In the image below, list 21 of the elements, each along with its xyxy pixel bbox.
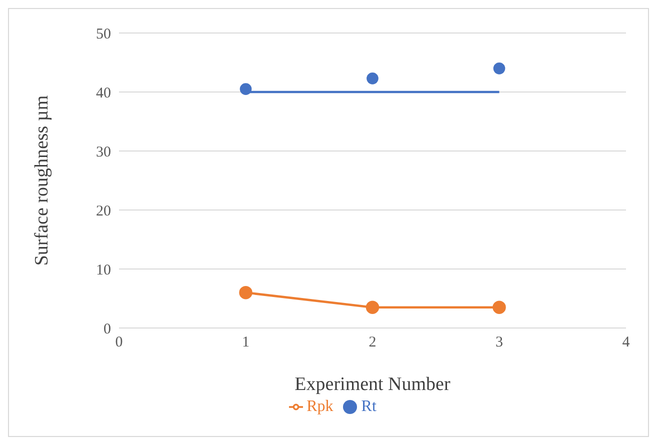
y-tick-label: 10: [96, 262, 111, 278]
x-tick-label: 4: [622, 334, 630, 351]
y-tick-label: 0: [104, 321, 111, 338]
point: [492, 300, 506, 314]
x-tick-label: 0: [115, 334, 123, 351]
legend-label: Rt: [361, 398, 376, 415]
point: [239, 286, 252, 300]
y-tick-label: 50: [96, 26, 111, 42]
y-tick-label: 20: [96, 203, 111, 220]
x-axis-title: Experiment Number: [294, 374, 451, 395]
x-tick-label: 3: [496, 334, 503, 351]
y-tick-label: 40: [96, 85, 111, 102]
point: [366, 300, 380, 314]
point: [493, 62, 506, 74]
x-tick-label: 1: [242, 334, 250, 351]
point: [366, 72, 378, 84]
point: [240, 83, 252, 95]
legend-label: Rpk: [306, 398, 334, 415]
y-axis-title: Surface roughness µm: [32, 95, 53, 266]
x-tick-label: 2: [368, 334, 376, 351]
y-tick-label: 30: [96, 144, 111, 160]
